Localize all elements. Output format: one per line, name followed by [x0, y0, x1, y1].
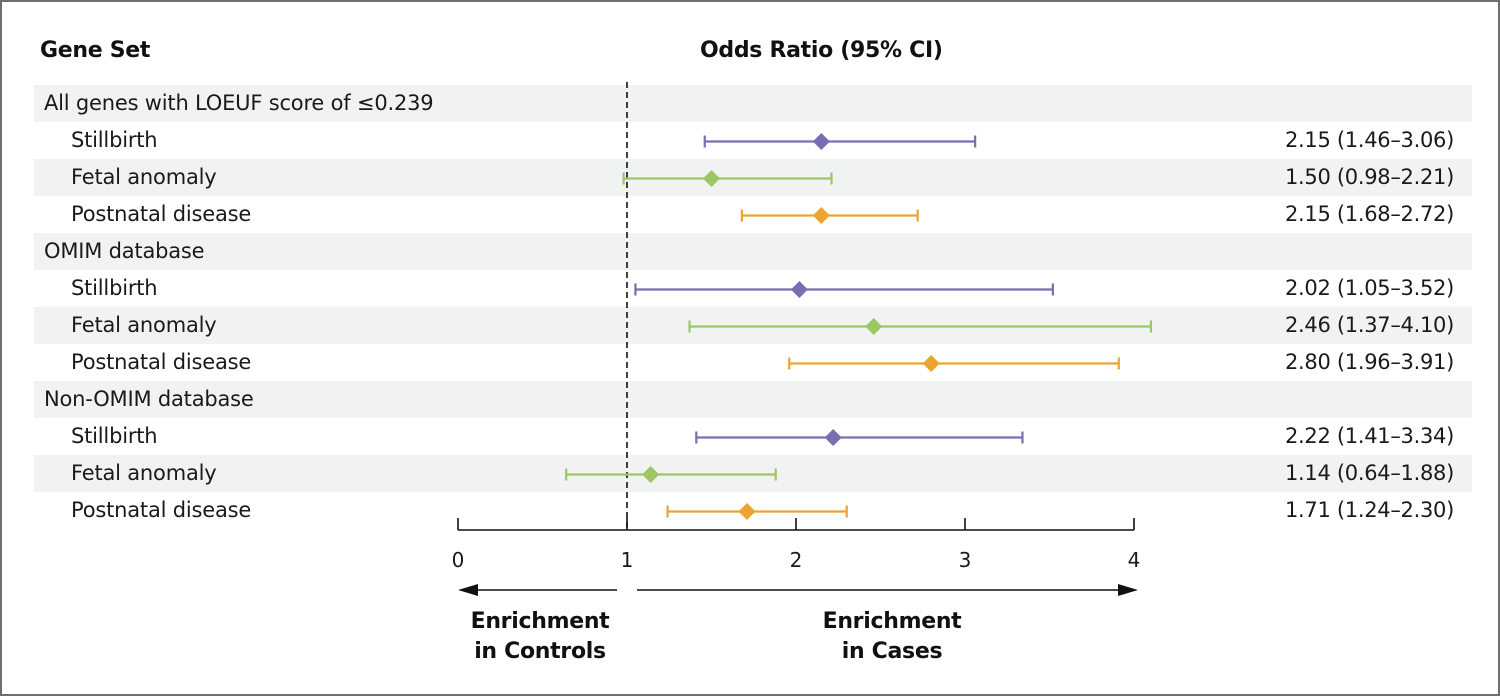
group-row: Non-OMIM database	[34, 381, 1472, 418]
outcome-row: Postnatal disease 2.15 (1.68–2.72)	[34, 196, 1472, 233]
point-estimate-diamond	[812, 207, 830, 224]
outcome-label: Postnatal disease	[71, 498, 252, 522]
enrichment-controls-label: Enrichment in Controls	[440, 607, 640, 667]
outcome-label: Stillbirth	[71, 128, 158, 152]
point-estimate-diamond	[642, 466, 660, 483]
outcome-label: Stillbirth	[71, 276, 158, 300]
outcome-label: Postnatal disease	[71, 350, 252, 374]
odds-ratio-header: Odds Ratio (95% CI)	[700, 38, 943, 63]
odds-ratio-value: 1.71 (1.24–2.30)	[1284, 498, 1454, 522]
gene-set-header: Gene Set	[40, 38, 151, 63]
odds-ratio-value: 2.46 (1.37–4.10)	[1284, 313, 1454, 337]
enrichment-cases-line1: Enrichment	[822, 609, 962, 634]
x-tick-label: 2	[790, 548, 803, 572]
outcome-label: Postnatal disease	[71, 202, 252, 226]
point-estimate-diamond	[738, 503, 756, 520]
point-estimate-diamond	[812, 133, 830, 150]
enrichment-controls-line2: in Controls	[474, 639, 606, 664]
x-tick-label: 4	[1128, 548, 1141, 572]
x-tick-label: 1	[621, 548, 634, 572]
odds-ratio-value: 2.22 (1.41–3.34)	[1284, 424, 1454, 448]
outcome-label: Fetal anomaly	[71, 313, 217, 337]
group-label: Non-OMIM database	[44, 387, 254, 411]
group-label: OMIM database	[44, 239, 205, 263]
outcome-label: Fetal anomaly	[71, 165, 217, 189]
point-estimate-diamond	[922, 355, 940, 372]
point-estimate-diamond	[824, 429, 842, 446]
odds-ratio-value: 2.15 (1.68–2.72)	[1284, 202, 1454, 226]
outcome-row: Stillbirth 2.15 (1.46–3.06)	[34, 122, 1472, 159]
odds-ratio-value: 1.14 (0.64–1.88)	[1284, 461, 1454, 485]
outcome-label: Fetal anomaly	[71, 461, 217, 485]
group-row: OMIM database	[34, 233, 1472, 270]
point-estimate-diamond	[790, 281, 808, 298]
x-tick-label: 3	[959, 548, 972, 572]
odds-ratio-value: 1.50 (0.98–2.21)	[1284, 165, 1454, 189]
odds-ratio-value: 2.15 (1.46–3.06)	[1284, 128, 1454, 152]
outcome-row: Postnatal disease 2.80 (1.96–3.91)	[34, 344, 1472, 381]
point-estimate-diamond	[703, 170, 720, 187]
enrichment-controls-line1: Enrichment	[470, 609, 610, 634]
odds-ratio-value: 2.02 (1.05–3.52)	[1284, 276, 1454, 300]
outcome-row: Stillbirth 2.22 (1.41–3.34)	[34, 418, 1472, 455]
enrichment-cases-label: Enrichment in Cases	[792, 607, 992, 667]
enrichment-cases-line2: in Cases	[841, 639, 943, 664]
x-tick-label: 0	[452, 548, 465, 572]
group-row: All genes with LOEUF score of ≤0.239	[34, 85, 1472, 122]
arrow-left-icon	[458, 584, 478, 596]
outcome-row: Postnatal disease 1.71 (1.24–2.30)	[34, 492, 1472, 529]
arrow-right-icon	[1118, 584, 1138, 596]
outcome-label: Stillbirth	[71, 424, 158, 448]
point-estimate-diamond	[865, 318, 883, 335]
odds-ratio-value: 2.80 (1.96–3.91)	[1284, 350, 1454, 374]
group-label: All genes with LOEUF score of ≤0.239	[44, 91, 434, 115]
outcome-row: Stillbirth 2.02 (1.05–3.52)	[34, 270, 1472, 307]
